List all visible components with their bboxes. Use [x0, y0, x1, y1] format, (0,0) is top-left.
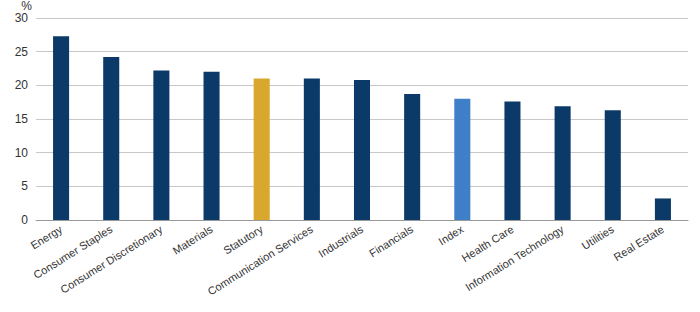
- svg-text:Industrials: Industrials: [316, 223, 365, 260]
- svg-text:Materials: Materials: [171, 223, 216, 257]
- svg-text:Communication Services: Communication Services: [206, 223, 316, 298]
- svg-text:Index: Index: [436, 223, 466, 248]
- svg-text:30: 30: [15, 11, 29, 25]
- svg-text:15: 15: [15, 112, 29, 126]
- svg-text:Information Technology: Information Technology: [463, 223, 566, 294]
- svg-text:Health Care: Health Care: [459, 222, 516, 265]
- svg-text:25: 25: [15, 45, 29, 59]
- svg-text:0: 0: [21, 213, 28, 227]
- svg-text:Real Estate: Real Estate: [612, 223, 667, 263]
- svg-text:5: 5: [21, 179, 28, 193]
- svg-text:20: 20: [15, 78, 29, 92]
- svg-text:Energy: Energy: [28, 223, 64, 252]
- svg-text:Consumer Staples: Consumer Staples: [31, 223, 115, 281]
- svg-text:Utilities: Utilities: [580, 223, 617, 252]
- svg-text:10: 10: [15, 146, 29, 160]
- svg-text:Statutory: Statutory: [221, 223, 265, 257]
- svg-text:Financials: Financials: [367, 223, 416, 260]
- svg-text:Consumer Discretionary: Consumer Discretionary: [58, 223, 165, 296]
